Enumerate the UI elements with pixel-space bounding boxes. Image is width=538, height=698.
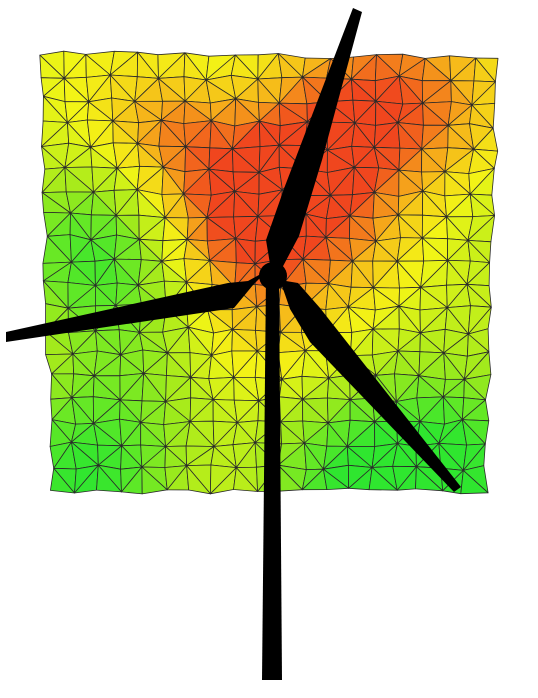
turbine-blade-left	[6, 270, 268, 342]
mesh-triangle	[50, 467, 75, 494]
mesh-triangle	[141, 466, 168, 495]
wind-turbine	[6, 8, 461, 680]
mesh-triangle	[233, 467, 259, 492]
mesh-triangle	[415, 466, 444, 492]
turbine-blade-upper	[266, 8, 362, 276]
mesh-triangle	[96, 464, 122, 493]
mesh-triangle	[368, 467, 398, 491]
mesh-triangle	[322, 468, 350, 491]
turbine-tower	[262, 275, 282, 680]
turbine-blade-right	[280, 280, 461, 492]
mesh-triangle	[460, 469, 489, 495]
turbine-hub	[259, 262, 287, 290]
mesh-triangle	[186, 465, 211, 495]
